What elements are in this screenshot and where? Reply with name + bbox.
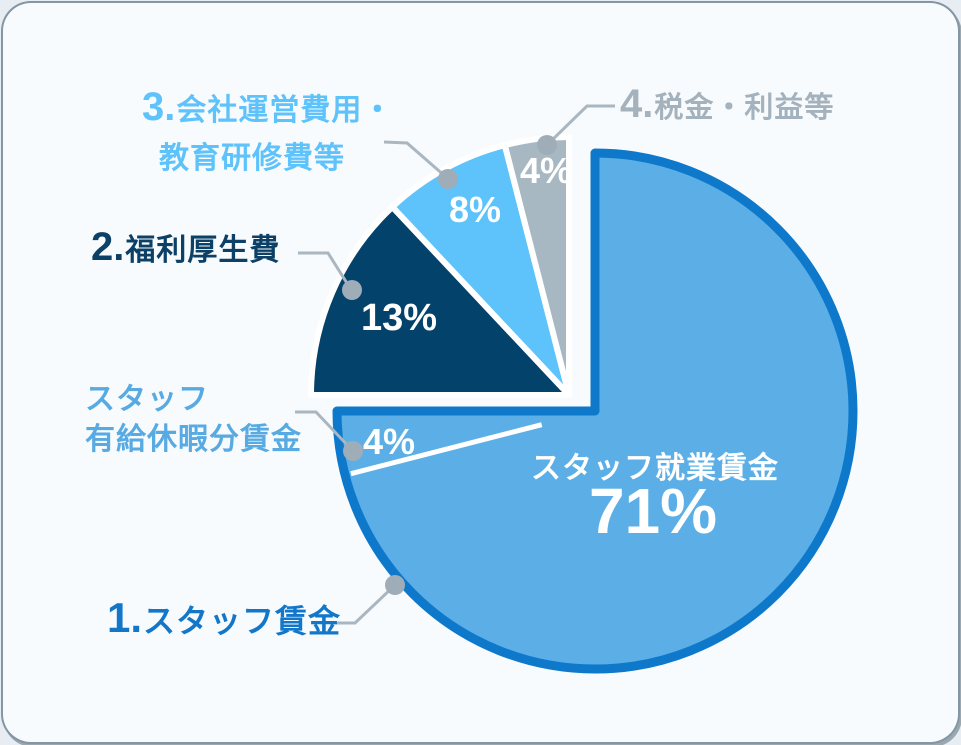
callout-text: 教育研修費等 — [159, 142, 345, 175]
leader-line — [330, 584, 396, 625]
leader-line — [546, 104, 615, 146]
leader-dot — [342, 280, 362, 300]
leader-line — [298, 251, 352, 289]
callout-line: 3.会社運営費用・ — [142, 86, 393, 137]
callout-text: スタッフ賃金 — [143, 603, 342, 639]
callout-text: 会社運営費用・ — [176, 94, 394, 127]
leader-dot — [438, 169, 458, 189]
pie-slice-welfare-expenses — [308, 203, 572, 398]
slice-divider — [350, 422, 543, 477]
callout-number: 1. — [107, 594, 143, 641]
pie-slice-tax-profit — [501, 133, 572, 398]
callout-text: スタッフ — [85, 383, 209, 416]
leader-line — [295, 410, 353, 451]
callout-text: 福利厚生費 — [125, 234, 281, 267]
pie-slice-operations-training — [389, 142, 572, 398]
callout-tax-profit: 4.税金・利益等 — [620, 82, 834, 127]
leader-dot — [343, 441, 363, 461]
leader-dot — [385, 575, 405, 595]
slice-value-label: 4% — [363, 421, 415, 462]
slice-value-label: 13% — [361, 297, 437, 339]
callout-operations-training: 3.会社運営費用・ 教育研修費等 — [142, 86, 393, 180]
callout-paid-leave-wage: スタッフ 有給休暇分賃金 — [85, 380, 302, 460]
callout-staff-wage: 1.スタッフ賃金 — [107, 594, 341, 642]
center-label-value: 71% — [589, 475, 717, 547]
callout-welfare-expenses: 2.福利厚生費 — [91, 225, 280, 270]
callout-text: 有給休暇分賃金 — [85, 423, 302, 456]
slice-value-label: 4% — [520, 150, 572, 191]
callout-number: 3. — [142, 85, 176, 129]
callout-text: 税金・利益等 — [654, 92, 835, 124]
leader-dot — [537, 135, 557, 155]
callout-number: 4. — [620, 82, 654, 126]
callout-number: 2. — [91, 225, 125, 269]
slice-value-label: 8% — [449, 189, 501, 230]
center-label-title: スタッフ就業賃金 — [531, 451, 779, 485]
leader-line — [383, 140, 447, 179]
